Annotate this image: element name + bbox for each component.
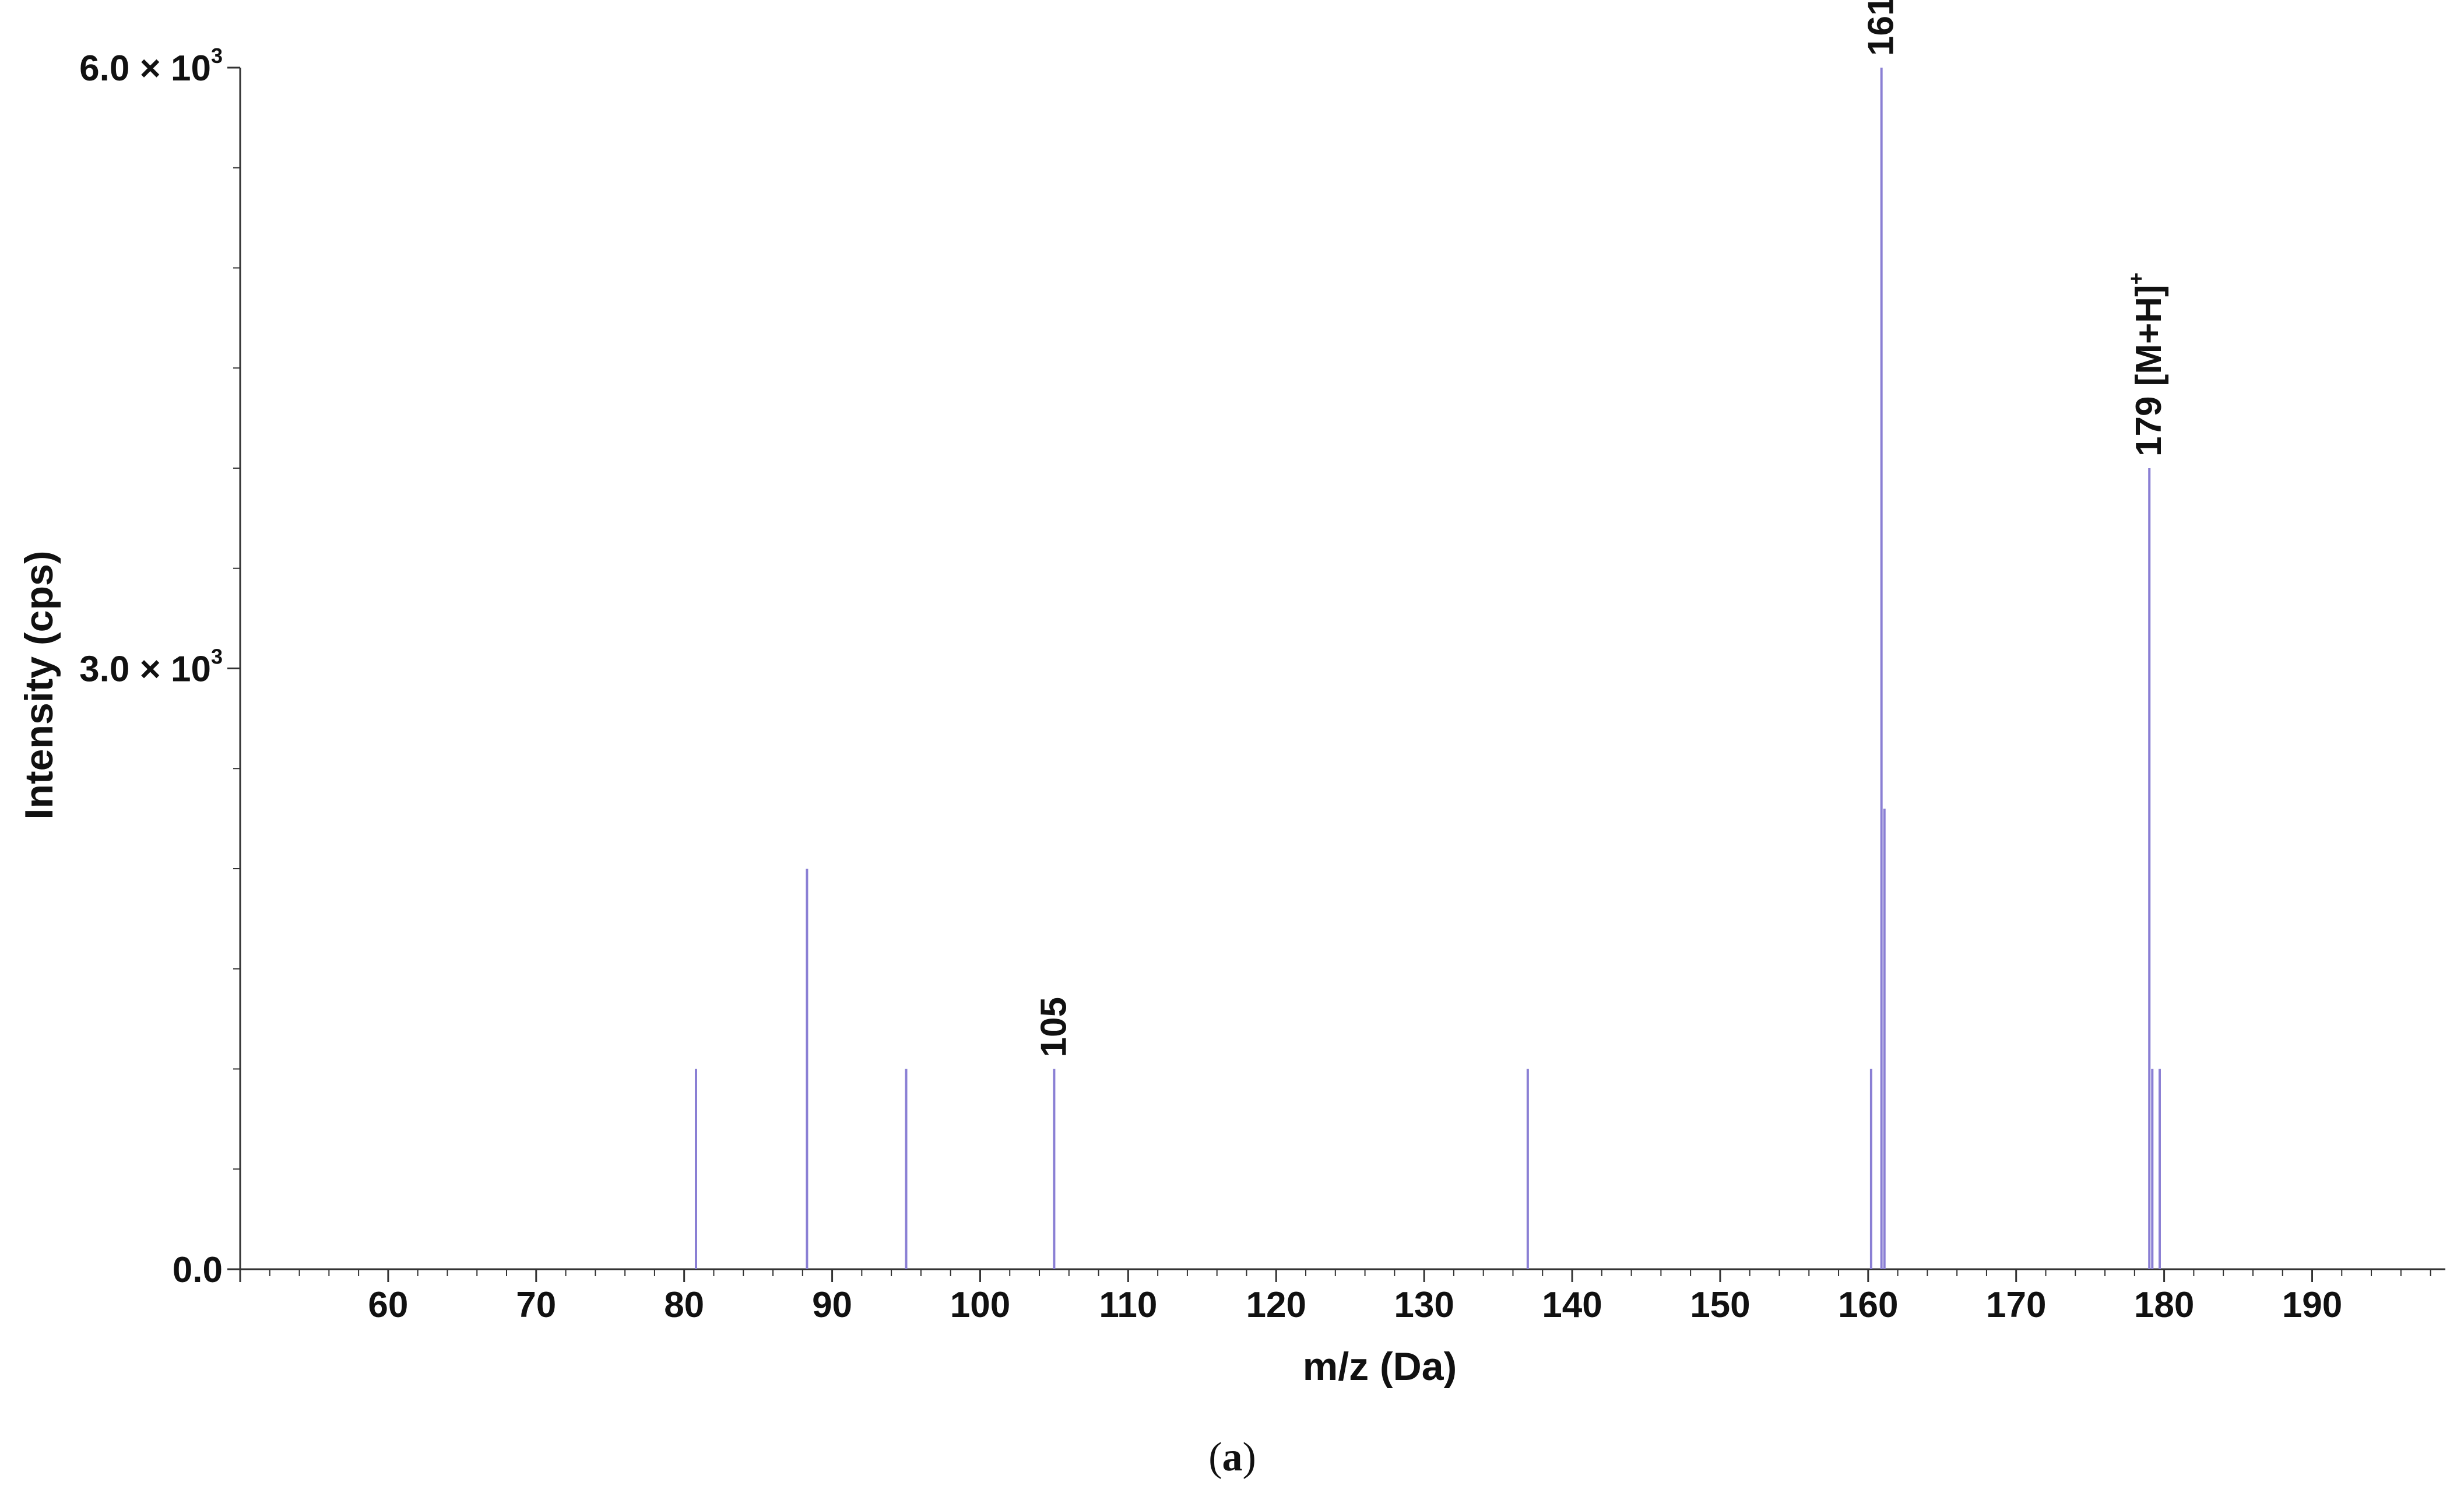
x-tick-label: 150 [1690,1285,1750,1325]
y-tick-label: 3.0 × 103 [79,645,223,690]
peak-label: 161 [M+H-H2O]+ [1857,0,1906,56]
peak-label: 105 [1034,997,1074,1057]
y-axis-title: Intensity (cps) [17,551,61,820]
x-tick-label: 110 [1099,1285,1157,1325]
x-tick-label: 170 [1986,1285,2046,1325]
x-tick-label: 160 [1838,1285,1898,1325]
x-tick-label: 140 [1542,1285,1602,1325]
x-tick-label: 120 [1246,1285,1306,1325]
peak-labels: 105 161 [M+H-H2O]+ 179 [M+H]+ [1034,0,2169,1058]
x-tick-label: 190 [2282,1285,2342,1325]
x-tick-label: 100 [950,1285,1010,1325]
x-tick-label: 60 [368,1285,408,1325]
x-tick-label: 70 [516,1285,556,1325]
peak-label: 179 [M+H]+ [2124,272,2169,456]
x-tick-label: 130 [1394,1285,1454,1325]
peak-bars [694,68,2161,1269]
x-tick-label: 80 [664,1285,704,1325]
x-axis-title: m/z (Da) [1303,1344,1457,1389]
y-tick-label: 0.0 [173,1250,223,1290]
figure-caption: (a) [1208,1435,1256,1480]
y-tick-label: 6.0 × 103 [79,44,223,89]
x-tick-label: 180 [2134,1285,2194,1325]
axes: 60 70 80 90 100 110 120 130 140 150 160 170 180 190 0.… [79,44,2445,1325]
x-tick-label: 90 [812,1285,852,1325]
